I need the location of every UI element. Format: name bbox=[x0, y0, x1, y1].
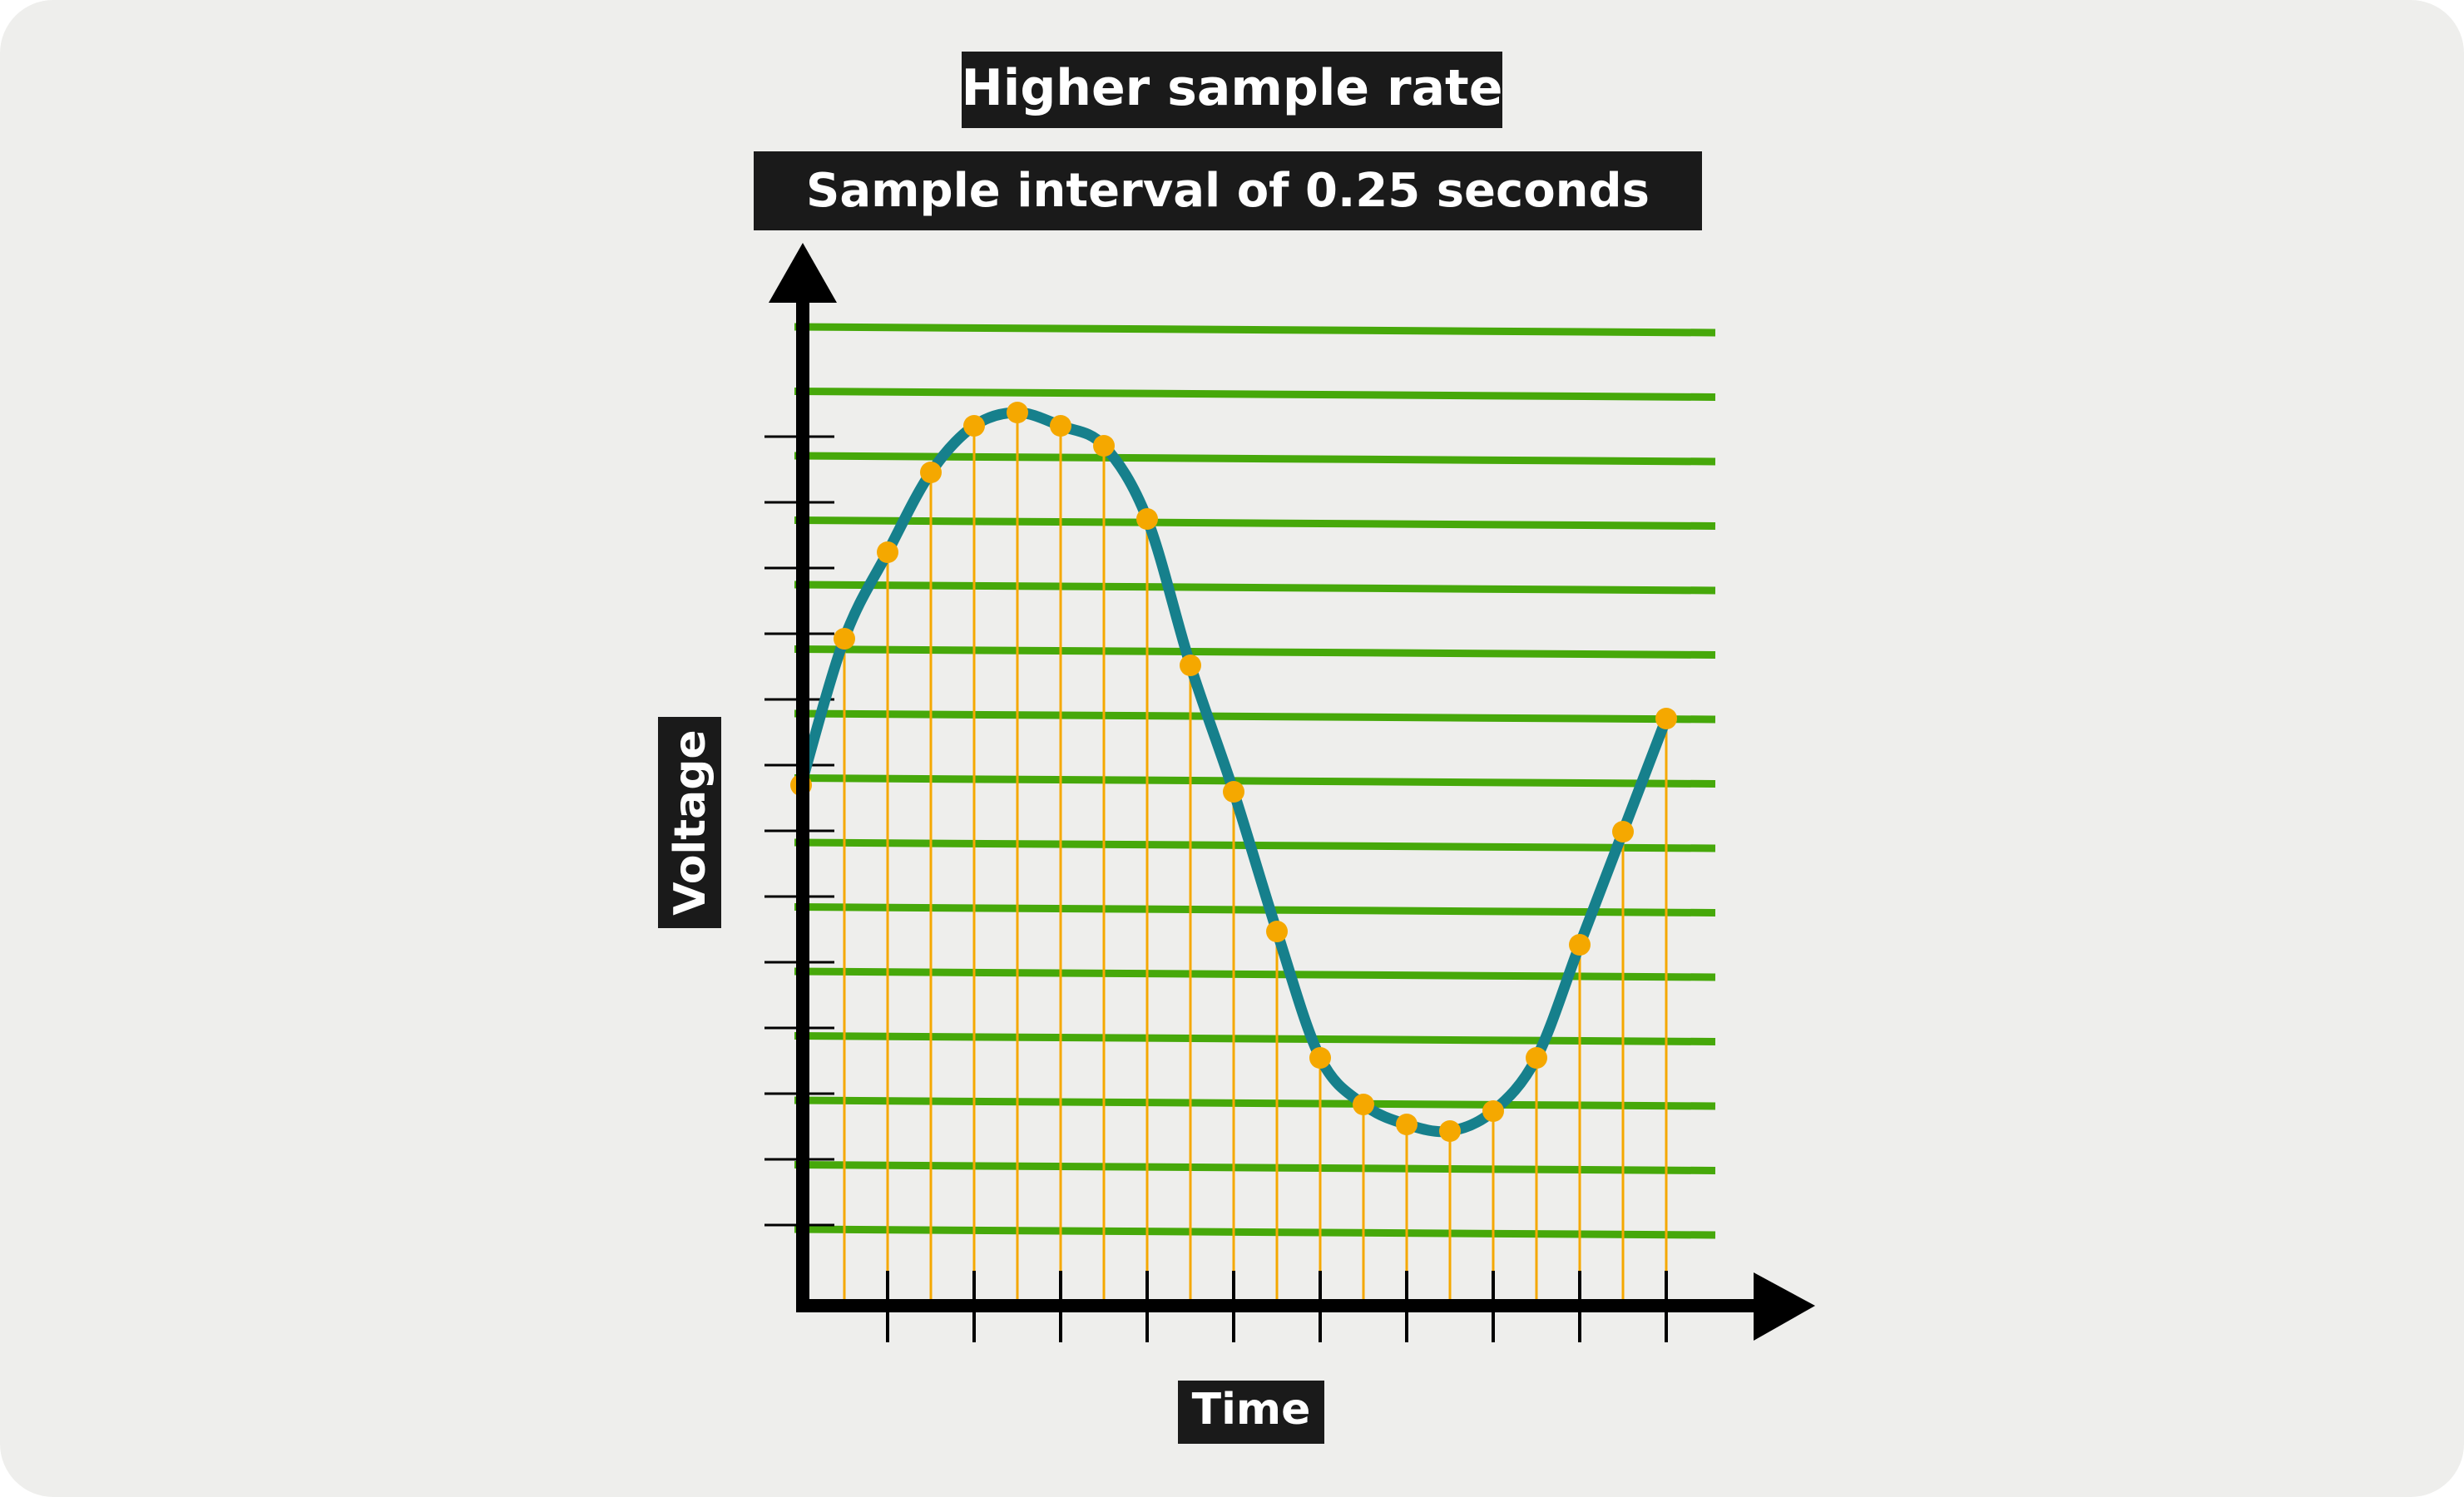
sample-point bbox=[1482, 1100, 1504, 1122]
quantization-levels bbox=[794, 323, 1716, 1239]
sample-point bbox=[1569, 934, 1591, 956]
sample-point bbox=[1526, 1047, 1547, 1069]
sample-point bbox=[1655, 708, 1677, 729]
sample-point bbox=[1266, 921, 1288, 942]
quantization-level-line bbox=[794, 388, 1716, 401]
y-axis-label-text: Voltage bbox=[665, 729, 715, 915]
x-axis-label-text: Time bbox=[1192, 1385, 1311, 1435]
quantization-level-line bbox=[794, 323, 1716, 337]
subtitle-label: Sample interval of 0.25 seconds bbox=[754, 151, 1702, 230]
subtitle-text: Sample interval of 0.25 seconds bbox=[806, 164, 1650, 218]
x-axis-arrowhead bbox=[1754, 1272, 1815, 1341]
sample-point bbox=[877, 541, 898, 563]
quantization-level-line bbox=[794, 516, 1716, 530]
quantization-level-line bbox=[794, 903, 1716, 916]
y-axis-label-background bbox=[658, 717, 721, 928]
sample-point bbox=[1612, 821, 1634, 842]
sample-point bbox=[1396, 1114, 1418, 1135]
y-axis-label: Voltage bbox=[658, 717, 721, 928]
sample-point bbox=[1353, 1094, 1374, 1115]
sample-point bbox=[1180, 655, 1201, 676]
sample-point bbox=[1439, 1120, 1461, 1142]
quantization-level-line bbox=[794, 1096, 1716, 1110]
title-background bbox=[962, 52, 1502, 128]
sample-point bbox=[920, 462, 942, 483]
sample-point bbox=[1050, 415, 1071, 437]
sample-drop-lines bbox=[799, 413, 1668, 1306]
quantization-level-line bbox=[794, 1161, 1716, 1174]
sample-point bbox=[834, 628, 855, 650]
sample-point bbox=[1007, 402, 1028, 423]
x-axis-label: Time bbox=[1178, 1381, 1324, 1444]
quantization-level-line bbox=[794, 1032, 1716, 1045]
y-axis-arrowhead bbox=[769, 243, 837, 303]
x-axis-ticks bbox=[886, 1271, 1668, 1342]
quantization-level-line bbox=[794, 774, 1716, 788]
title-text: Higher sample rate bbox=[962, 59, 1503, 117]
sample-point bbox=[1309, 1047, 1331, 1069]
subtitle-background bbox=[754, 151, 1702, 230]
sample-points bbox=[790, 402, 1677, 1142]
x-axis-label-background bbox=[1178, 1381, 1324, 1444]
title-label: Higher sample rate bbox=[962, 52, 1503, 128]
quantization-level-line bbox=[794, 709, 1716, 724]
sample-point bbox=[1136, 508, 1158, 530]
quantization-level-line bbox=[794, 645, 1716, 659]
sample-point bbox=[1223, 781, 1244, 803]
sample-point bbox=[1093, 435, 1115, 457]
quantization-level-line bbox=[794, 967, 1716, 981]
sample-point bbox=[963, 415, 985, 437]
quantization-level-line bbox=[794, 1225, 1716, 1239]
quantization-level-line bbox=[794, 581, 1716, 595]
axes bbox=[769, 243, 1815, 1341]
